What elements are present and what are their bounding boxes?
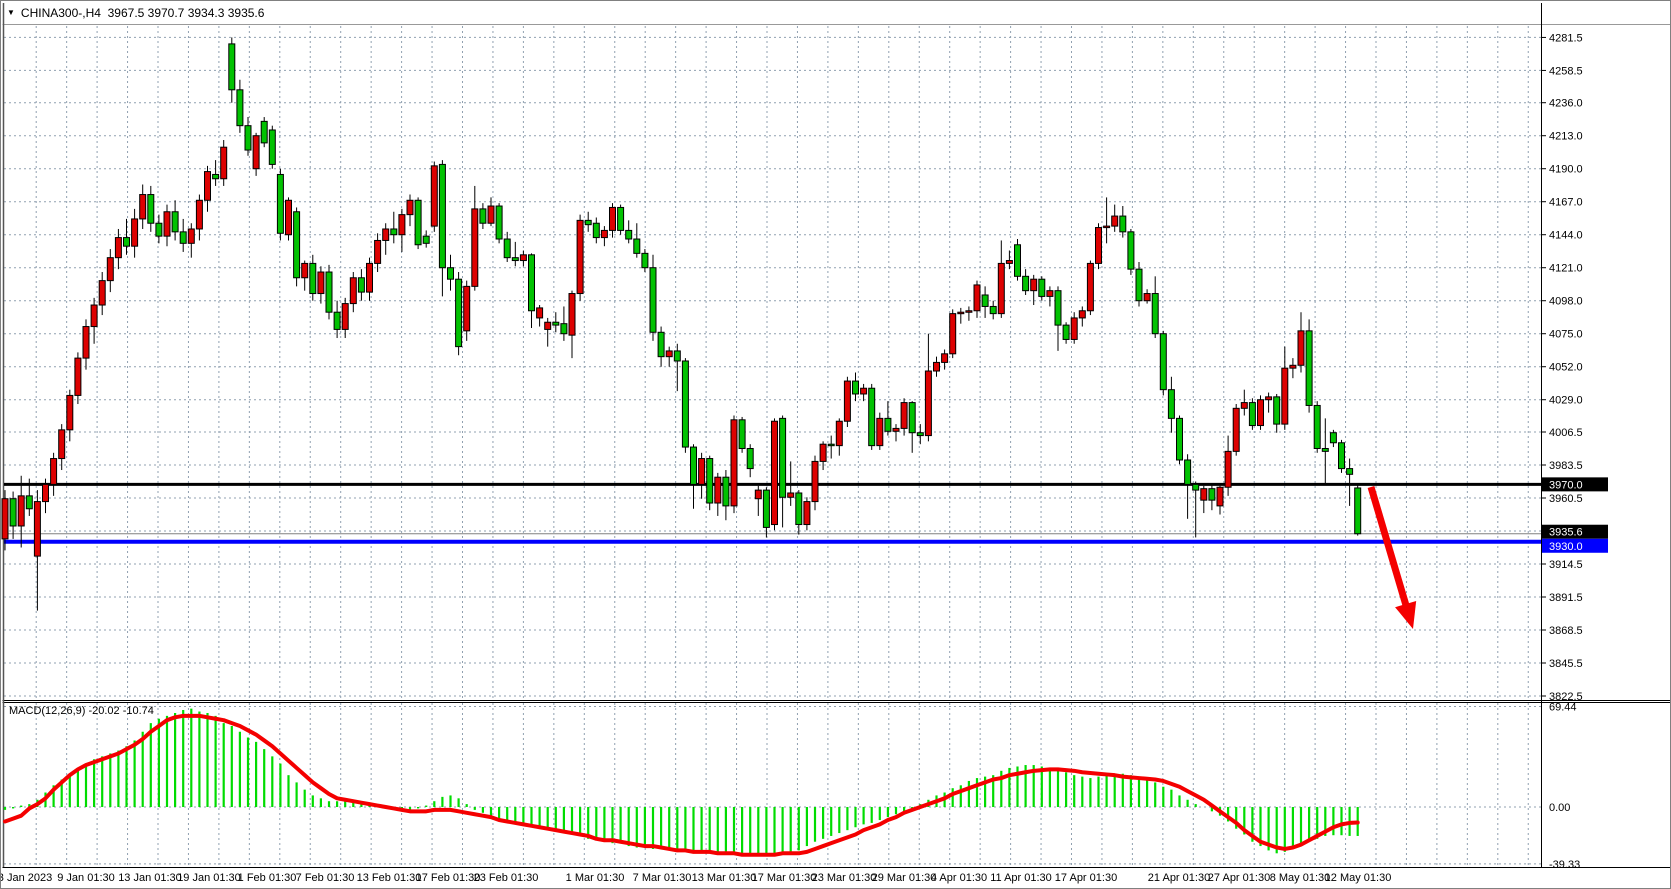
svg-text:69.44: 69.44 xyxy=(1549,702,1577,714)
trend-arrow[interactable] xyxy=(1367,486,1417,629)
svg-text:3930.0: 3930.0 xyxy=(1549,541,1583,553)
svg-text:4258.5: 4258.5 xyxy=(1549,65,1583,77)
symbol-dropdown-icon[interactable]: ▼ xyxy=(7,8,15,17)
svg-text:19 Jan 01:30: 19 Jan 01:30 xyxy=(177,872,241,884)
price-axis: 4281.5 4258.5 4236.0 4213.0 4190.0 4167.0 4144… xyxy=(1542,32,1583,871)
hline-blue-price-label: 3930.0 xyxy=(1542,538,1608,553)
macd-indicator-label: MACD(12,26,9) -20.02 -10.74 xyxy=(9,705,154,717)
svg-text:27 Apr 01:30: 27 Apr 01:30 xyxy=(1208,872,1270,884)
svg-text:4052.0: 4052.0 xyxy=(1549,362,1583,374)
svg-text:23 Feb 01:30: 23 Feb 01:30 xyxy=(474,872,539,884)
svg-text:1 Mar 01:30: 1 Mar 01:30 xyxy=(566,872,625,884)
svg-text:3822.5: 3822.5 xyxy=(1549,691,1583,703)
svg-text:3935.6: 3935.6 xyxy=(1549,527,1583,539)
panel-borders xyxy=(2,3,1670,868)
svg-text:4281.5: 4281.5 xyxy=(1549,32,1583,44)
svg-text:4236.0: 4236.0 xyxy=(1549,98,1583,110)
svg-text:4144.0: 4144.0 xyxy=(1549,230,1583,242)
svg-text:3868.5: 3868.5 xyxy=(1549,625,1583,637)
svg-text:3914.5: 3914.5 xyxy=(1549,559,1583,571)
svg-text:29 Mar 01:30: 29 Mar 01:30 xyxy=(872,872,937,884)
svg-text:4167.0: 4167.0 xyxy=(1549,197,1583,209)
svg-text:12 May 01:30: 12 May 01:30 xyxy=(1325,872,1392,884)
svg-text:17 Mar 01:30: 17 Mar 01:30 xyxy=(752,872,817,884)
svg-text:4006.5: 4006.5 xyxy=(1549,427,1583,439)
svg-text:17 Apr 01:30: 17 Apr 01:30 xyxy=(1055,872,1117,884)
svg-text:4121.0: 4121.0 xyxy=(1549,263,1583,275)
macd-signal-line xyxy=(3,713,1360,857)
svg-text:4075.0: 4075.0 xyxy=(1549,329,1583,341)
svg-text:0.00: 0.00 xyxy=(1549,802,1570,814)
chart-title: CHINA300-,H4 3967.5 3970.7 3934.3 3935.6 xyxy=(20,6,265,20)
macd-histogram xyxy=(3,708,1359,855)
svg-text:17 Feb 01:30: 17 Feb 01:30 xyxy=(416,872,481,884)
svg-text:3960.5: 3960.5 xyxy=(1549,493,1583,505)
svg-text:8 May 01:30: 8 May 01:30 xyxy=(1270,872,1331,884)
svg-text:9 Jan 01:30: 9 Jan 01:30 xyxy=(57,872,115,884)
hline-black-price-label: 3970.0 xyxy=(1542,477,1608,492)
svg-text:21 Apr 01:30: 21 Apr 01:30 xyxy=(1148,872,1210,884)
svg-text:3 Jan 2023: 3 Jan 2023 xyxy=(1,872,52,884)
svg-text:1 Feb 01:30: 1 Feb 01:30 xyxy=(238,872,297,884)
svg-text:13 Feb 01:30: 13 Feb 01:30 xyxy=(357,872,422,884)
svg-text:3983.5: 3983.5 xyxy=(1549,460,1583,472)
svg-text:3845.5: 3845.5 xyxy=(1549,658,1583,670)
chart-title-bar: ▼ CHINA300-,H4 3967.5 3970.7 3934.3 3935… xyxy=(7,6,264,20)
svg-text:4029.0: 4029.0 xyxy=(1549,395,1583,407)
svg-text:3891.5: 3891.5 xyxy=(1549,592,1583,604)
svg-text:4190.0: 4190.0 xyxy=(1549,164,1583,176)
svg-text:7 Mar 01:30: 7 Mar 01:30 xyxy=(633,872,692,884)
svg-text:13 Jan 01:30: 13 Jan 01:30 xyxy=(118,872,182,884)
current-price-label: 3935.6 xyxy=(1542,524,1608,539)
candlestick-series xyxy=(1,37,1362,611)
svg-text:23 Mar 01:30: 23 Mar 01:30 xyxy=(812,872,877,884)
svg-text:4213.0: 4213.0 xyxy=(1549,131,1583,143)
svg-text:13 Mar 01:30: 13 Mar 01:30 xyxy=(692,872,757,884)
svg-text:7 Feb 01:30: 7 Feb 01:30 xyxy=(296,872,355,884)
svg-text:-39.33: -39.33 xyxy=(1549,859,1580,871)
svg-text:4 Apr 01:30: 4 Apr 01:30 xyxy=(931,872,987,884)
svg-text:4098.0: 4098.0 xyxy=(1549,296,1583,308)
svg-text:3970.0: 3970.0 xyxy=(1549,479,1583,491)
svg-text:11 Apr 01:30: 11 Apr 01:30 xyxy=(990,872,1052,884)
